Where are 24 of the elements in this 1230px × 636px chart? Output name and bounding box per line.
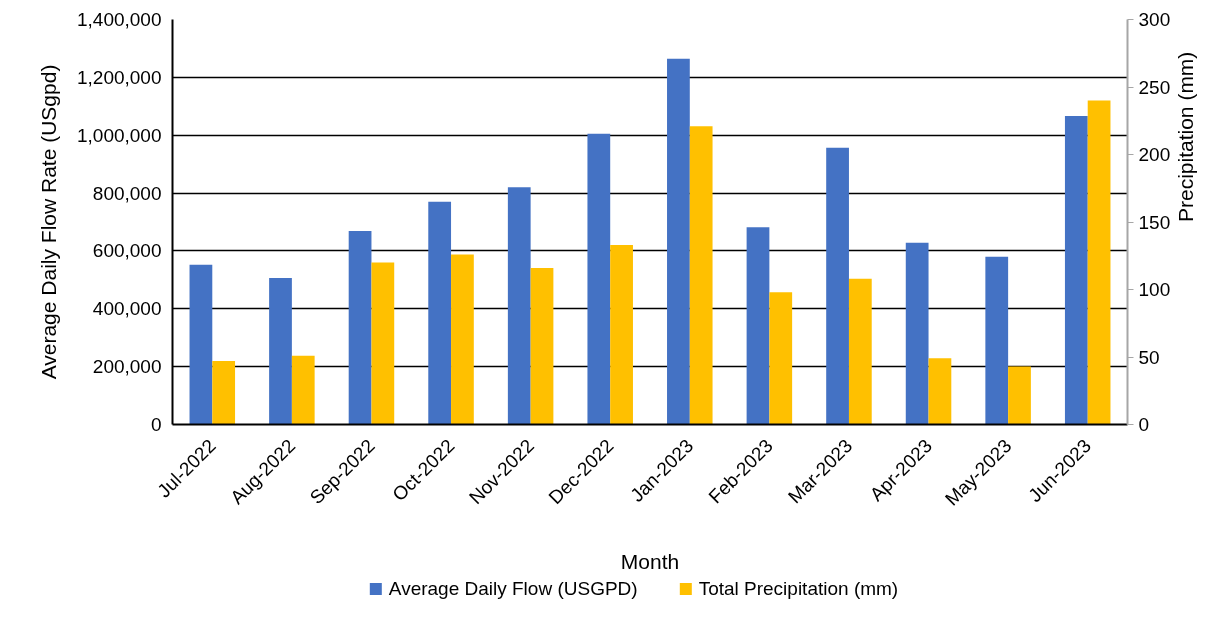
y2-tick-label: 250 (1138, 76, 1171, 98)
bar (189, 264, 213, 425)
y-tick-label: 800,000 (92, 182, 162, 204)
x-axis-title: Month (620, 550, 680, 574)
bar (985, 256, 1009, 425)
y2-tick-label: 150 (1138, 211, 1171, 233)
y2-tick-label: 0 (1138, 414, 1150, 435)
y2-axis-title: Precipitation (mm) (1173, 51, 1197, 222)
y-axis-title: Average Daily Flow Rate (USgpd) (36, 64, 60, 380)
bar (905, 242, 929, 425)
y2-tick-label: 200 (1138, 144, 1171, 165)
y-tick-label: 1,400,000 (76, 9, 162, 30)
legend-label: Average Daily Flow (USGPD) (388, 577, 638, 600)
y2-tick-label: 50 (1138, 346, 1160, 368)
legend-label: Total Precipitation (mm) (698, 577, 899, 600)
y-tick-label: 200,000 (92, 356, 162, 378)
y-tick-label: 600,000 (92, 240, 162, 262)
y-tick-label: 1,000,000 (76, 124, 162, 146)
y2-tick-label: 100 (1138, 279, 1171, 300)
y-tick-label: 400,000 (92, 298, 162, 320)
y2-tick-label: 300 (1138, 9, 1171, 30)
bar (269, 278, 292, 425)
y-tick-label: 0 (150, 414, 162, 435)
y-tick-label: 1,200,000 (76, 66, 162, 88)
